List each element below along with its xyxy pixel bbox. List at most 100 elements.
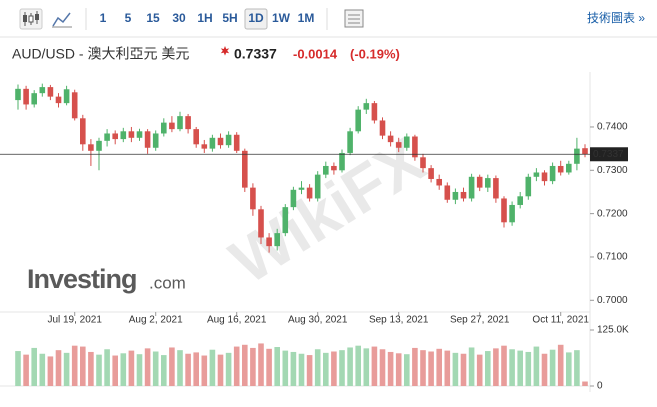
technical-chart-link[interactable]: 技術圖表 » [587, 11, 645, 25]
candle-body [242, 150, 248, 188]
candle-body [63, 89, 70, 104]
volume-bar [209, 349, 216, 386]
y-tick-label: 0.7100 [597, 252, 628, 263]
chart-type-area-icon[interactable] [52, 12, 72, 28]
candle-body [331, 165, 337, 171]
volume-bar [460, 353, 467, 386]
candle-body [193, 129, 199, 145]
volume-bar [161, 355, 167, 386]
candle-body [23, 88, 29, 105]
volume-bar [557, 344, 564, 386]
price-change: -0.0014 [293, 46, 338, 61]
volume-bar [493, 348, 499, 386]
candle-body [266, 237, 272, 247]
volume-bar [55, 350, 62, 386]
volume-bar [533, 346, 540, 386]
chart-type-candle-icon[interactable] [19, 8, 43, 30]
y-tick-label: 0.7400 [597, 122, 628, 133]
candle-body [15, 88, 21, 101]
volume-bar [452, 352, 459, 386]
volume-bar [185, 353, 191, 386]
candle-body [387, 135, 394, 143]
interval-button[interactable]: 1 [100, 11, 107, 25]
candle-body [136, 131, 143, 138]
volume-bar [355, 345, 361, 386]
candle-body [128, 131, 135, 138]
volume-bar [566, 352, 572, 386]
volume-bar [225, 352, 232, 386]
candle-body [549, 165, 556, 182]
interval-button[interactable]: 30 [172, 11, 186, 25]
candle-body [501, 198, 507, 223]
volume-bar [39, 353, 46, 386]
candle-body [47, 87, 54, 97]
volume-bar [436, 348, 442, 386]
volume-bar [444, 350, 451, 386]
candle-body [323, 165, 329, 175]
candle-body [104, 133, 110, 141]
interval-button[interactable]: 5 [125, 11, 132, 25]
volume-bar [15, 351, 21, 386]
candle-body [404, 136, 410, 148]
interval-button[interactable]: 1W [272, 11, 291, 25]
volume-bar [282, 350, 289, 386]
table-icon[interactable] [344, 9, 364, 28]
x-tick-label: Aug 16, 2021 [207, 315, 267, 326]
candle-body [363, 103, 370, 110]
x-tick-label: Aug 30, 2021 [288, 315, 348, 326]
candle-body [112, 133, 118, 140]
volume-bar [274, 347, 280, 386]
volume-bar [395, 353, 402, 386]
candle-body [379, 120, 386, 136]
volume-bar [144, 348, 151, 386]
candle-body [347, 131, 353, 153]
candle-body [525, 176, 532, 197]
candle-body [96, 140, 102, 151]
volume-bar [509, 349, 515, 386]
volume-bar [541, 353, 548, 386]
volume-bar [290, 351, 297, 386]
interval-button[interactable]: 1M [298, 11, 315, 25]
candle-body [144, 131, 151, 148]
last-price-label: 0.7337 [593, 149, 624, 160]
volume-bar [104, 349, 110, 386]
volume-bar [549, 349, 556, 386]
volume-bar [193, 352, 199, 386]
candle-body [120, 131, 127, 140]
candle-body [509, 204, 515, 223]
candle-body [493, 178, 499, 199]
candle-body [306, 187, 313, 199]
candle-body [485, 178, 491, 188]
candle-body [39, 87, 46, 94]
y-tick-label: 0.7200 [597, 208, 628, 219]
candle-body [339, 152, 345, 171]
candle-body [225, 134, 232, 146]
volume-bar [31, 347, 37, 386]
volume-bar [306, 355, 313, 386]
volume-bar [80, 346, 86, 386]
interval-button[interactable]: 1D [248, 11, 264, 25]
candle-body [574, 148, 580, 164]
candle-body [88, 144, 94, 151]
volume-bar [363, 348, 370, 386]
candle-body [201, 144, 208, 149]
interval-button[interactable]: 15 [146, 11, 160, 25]
volume-bar [428, 351, 434, 386]
interval-button[interactable]: 1H [197, 11, 212, 25]
volume-bar [298, 353, 305, 386]
volume-bar [379, 349, 386, 386]
volume-bar [63, 352, 70, 386]
candle-body [395, 142, 402, 148]
volume-bar [387, 351, 394, 386]
volume-tick-label: 125.0K [597, 325, 629, 336]
price-change-percent: (-0.19%) [350, 46, 400, 61]
candle-body [517, 196, 523, 205]
volume-bar [517, 350, 523, 386]
candle-body [314, 174, 321, 199]
volume-bar [88, 351, 94, 386]
candle-body [152, 133, 159, 148]
volume-bar [242, 344, 248, 386]
candle-body [161, 122, 167, 134]
interval-button[interactable]: 5H [222, 11, 237, 25]
